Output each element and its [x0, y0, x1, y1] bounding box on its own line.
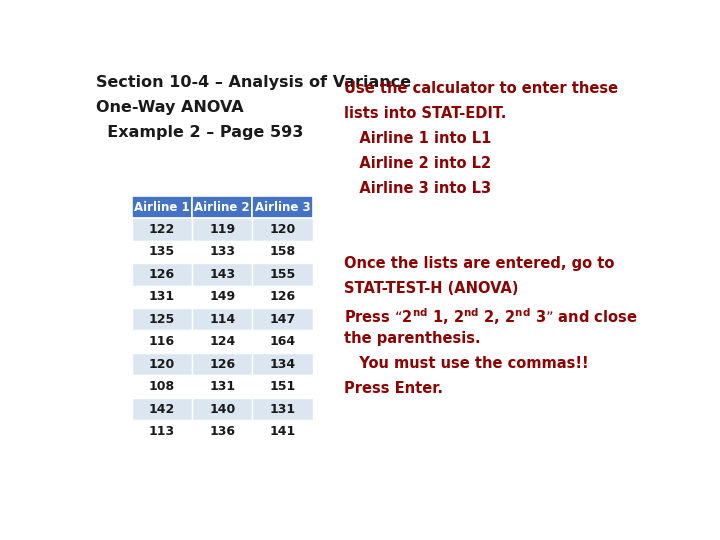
Text: Airline 2 into L2: Airline 2 into L2	[344, 156, 491, 171]
Bar	[253, 196, 312, 218]
Bar	[253, 263, 312, 286]
Text: 149: 149	[210, 291, 235, 303]
Text: Press Enter.: Press Enter.	[344, 381, 443, 396]
Text: Press “2$^{\mathbf{nd}}$ 1, 2$^{\mathbf{nd}}$ 2, 2$^{\mathbf{nd}}$ 3” and close: Press “2$^{\mathbf{nd}}$ 1, 2$^{\mathbf{…	[344, 306, 637, 327]
Text: 120: 120	[149, 357, 175, 370]
Bar	[192, 420, 253, 443]
Text: One-Way ANOVA: One-Way ANOVA	[96, 100, 243, 115]
Bar	[192, 218, 253, 241]
Bar	[192, 241, 253, 263]
Bar	[192, 308, 253, 330]
Bar	[192, 330, 253, 353]
Text: 119: 119	[210, 223, 235, 236]
Text: 133: 133	[210, 245, 235, 259]
Bar	[132, 308, 192, 330]
Bar	[253, 375, 312, 398]
Bar	[132, 420, 192, 443]
Bar	[192, 196, 253, 218]
Text: 116: 116	[149, 335, 175, 348]
Text: 151: 151	[269, 380, 296, 393]
Text: STAT-TEST-H (ANOVA): STAT-TEST-H (ANOVA)	[344, 281, 518, 296]
Text: 158: 158	[269, 245, 296, 259]
Bar	[132, 398, 192, 420]
Text: 126: 126	[210, 357, 235, 370]
Text: 136: 136	[210, 425, 235, 438]
Text: 135: 135	[149, 245, 175, 259]
Text: You must use the commas!!: You must use the commas!!	[344, 356, 588, 371]
Text: Airline 2: Airline 2	[194, 200, 250, 213]
Bar	[132, 286, 192, 308]
Text: 164: 164	[269, 335, 296, 348]
Bar	[192, 286, 253, 308]
Text: 155: 155	[269, 268, 296, 281]
Text: 140: 140	[209, 403, 235, 416]
Text: Airline 1 into L1: Airline 1 into L1	[344, 131, 491, 146]
Bar	[192, 353, 253, 375]
Text: Section 10-4 – Analysis of Variance: Section 10-4 – Analysis of Variance	[96, 75, 410, 90]
Text: 142: 142	[149, 403, 175, 416]
Text: 120: 120	[269, 223, 296, 236]
Bar	[132, 263, 192, 286]
Bar	[132, 218, 192, 241]
Bar	[253, 241, 312, 263]
Text: 124: 124	[209, 335, 235, 348]
Text: 122: 122	[149, 223, 175, 236]
Bar	[253, 308, 312, 330]
Text: 113: 113	[149, 425, 175, 438]
Text: Airline 1: Airline 1	[134, 200, 190, 213]
Text: 114: 114	[209, 313, 235, 326]
Text: the parenthesis.: the parenthesis.	[344, 331, 480, 346]
Bar	[132, 196, 192, 218]
Text: 147: 147	[269, 313, 296, 326]
Text: Once the lists are entered, go to: Once the lists are entered, go to	[344, 256, 614, 271]
Text: lists into STAT-EDIT.: lists into STAT-EDIT.	[344, 106, 506, 122]
Bar	[132, 375, 192, 398]
Bar	[132, 241, 192, 263]
Bar	[253, 353, 312, 375]
Text: 131: 131	[269, 403, 296, 416]
Text: Airline 3: Airline 3	[255, 200, 310, 213]
Text: Airline 3 into L3: Airline 3 into L3	[344, 181, 491, 196]
Text: Use the calculator to enter these: Use the calculator to enter these	[344, 82, 618, 97]
Text: 131: 131	[210, 380, 235, 393]
Bar	[132, 330, 192, 353]
Text: 126: 126	[269, 291, 296, 303]
Text: 126: 126	[149, 268, 175, 281]
Text: 108: 108	[149, 380, 175, 393]
Bar	[132, 353, 192, 375]
Text: Example 2 – Page 593: Example 2 – Page 593	[96, 125, 303, 140]
Bar	[253, 398, 312, 420]
Text: 141: 141	[269, 425, 296, 438]
Text: 134: 134	[269, 357, 296, 370]
Bar	[253, 330, 312, 353]
Bar	[192, 398, 253, 420]
Text: 143: 143	[210, 268, 235, 281]
Bar	[192, 375, 253, 398]
Text: 125: 125	[149, 313, 175, 326]
Bar	[192, 263, 253, 286]
Bar	[253, 218, 312, 241]
Text: 131: 131	[149, 291, 175, 303]
Bar	[253, 286, 312, 308]
Bar	[253, 420, 312, 443]
